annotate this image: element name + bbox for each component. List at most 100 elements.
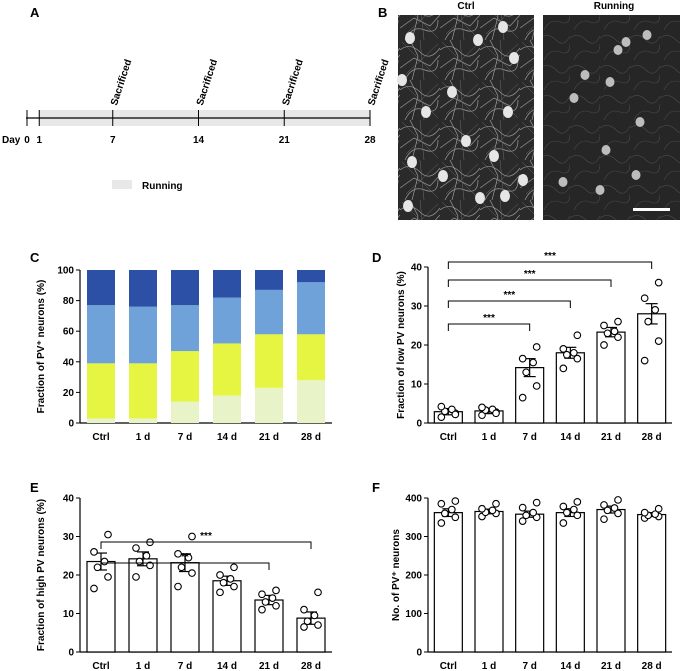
y-tick-label: 60 (63, 327, 75, 338)
y-tick-label: 300 (405, 532, 422, 543)
data-point (518, 517, 527, 525)
neuron-cell (569, 93, 579, 103)
neuron-cell (503, 106, 513, 118)
timeline-day-title: Day (2, 135, 21, 146)
data-point (559, 345, 568, 353)
legend-running-swatch (112, 180, 132, 189)
data-point (174, 549, 182, 558)
neuron-cell (635, 117, 645, 127)
significance-label: *** (483, 313, 495, 324)
data-point (600, 341, 608, 349)
data-point (437, 413, 446, 422)
data-point (132, 573, 140, 581)
data-point (518, 393, 527, 402)
data-point (104, 573, 112, 581)
bar-segment (129, 306, 157, 364)
data-point (146, 561, 154, 570)
data-point (142, 551, 151, 560)
bar-segment (87, 270, 115, 306)
data-point (644, 317, 653, 326)
data-point (603, 329, 612, 338)
data-point (532, 498, 541, 507)
neuron-cell (403, 200, 413, 212)
bar-segment (87, 418, 115, 423)
bar-segment (297, 282, 325, 335)
data-point (610, 504, 619, 512)
neuron-cell (518, 174, 528, 186)
x-tick-label: 7 d (522, 432, 536, 443)
sacrificed-label: Sacrificed (281, 58, 306, 107)
data-point (529, 358, 538, 367)
bar-segment (171, 305, 199, 352)
data-point (258, 590, 266, 599)
data-point (614, 317, 622, 326)
x-tick-label: Ctrl (440, 661, 457, 671)
y-tick-label: 20 (63, 388, 75, 399)
sacrificed-label: Sacrificed (195, 58, 220, 107)
data-point (573, 498, 582, 506)
sacrificed-label: Sacrificed (109, 58, 134, 107)
data-point (104, 530, 112, 539)
y-tick-label: 0 (416, 419, 422, 430)
timeline-day-label: 21 (279, 135, 291, 146)
data-point (90, 584, 98, 593)
data-point (640, 508, 649, 517)
panel-label-f: F (372, 480, 380, 495)
neuron-cell (405, 32, 415, 44)
data-point (522, 511, 531, 520)
neuron-cell (489, 150, 499, 162)
y-axis-label: Fraction of high PV neurons (%) (36, 499, 47, 651)
data-point (219, 578, 228, 587)
data-point (492, 499, 500, 508)
micrograph-ctrl-image (398, 15, 534, 220)
x-tick-label: 7 d (522, 661, 536, 671)
micrograph-running-label: Running (594, 1, 635, 12)
x-tick-label: 28 d (301, 432, 321, 443)
significance-label: *** (200, 531, 212, 542)
bar (474, 510, 504, 653)
data-point (569, 348, 578, 357)
data-point (573, 331, 582, 340)
bar-segment (297, 270, 325, 283)
bar-segment (297, 334, 325, 381)
data-point (640, 294, 649, 303)
data-point (177, 563, 186, 572)
data-point (532, 382, 541, 390)
sacrificed-label: Sacrificed (366, 58, 391, 107)
x-tick-label: 1 d (136, 432, 150, 443)
data-point (614, 333, 622, 342)
panel-label-b: B (378, 5, 387, 20)
bar-segment (129, 418, 157, 423)
neuron-cell (595, 185, 605, 195)
data-point (451, 497, 460, 505)
data-point (518, 503, 527, 512)
data-point (559, 502, 568, 511)
y-tick-label: 10 (411, 380, 423, 391)
neuron-cell (421, 106, 431, 118)
significance-label: *** (524, 269, 536, 280)
x-tick-label: Ctrl (440, 432, 457, 443)
data-point (651, 306, 660, 314)
significance-bracket (100, 541, 312, 549)
timeline-diagram: 0 1 7 14 21 28 Day Sacrificed Sacrificed Sacrific… (2, 58, 392, 192)
x-tick-label: 1 d (136, 661, 150, 671)
x-tick-label: 14 d (217, 661, 237, 671)
timeline-day-label: 28 (364, 135, 376, 146)
neuron-cell (475, 192, 485, 204)
bar (596, 508, 626, 653)
data-point (230, 582, 238, 591)
x-tick-label: 28 d (301, 661, 321, 671)
data-point (268, 594, 277, 602)
data-point (614, 496, 622, 504)
neuron-cell (621, 37, 631, 47)
neuron-cell (601, 145, 611, 155)
bar-segment (255, 270, 283, 290)
significance-bracket (100, 562, 270, 570)
bar (515, 513, 545, 653)
data-point (651, 510, 660, 519)
bar (555, 352, 585, 424)
timeline-day-label: 1 (36, 135, 42, 146)
neuron-cell (580, 70, 590, 80)
panel-label-c: C (30, 250, 40, 265)
